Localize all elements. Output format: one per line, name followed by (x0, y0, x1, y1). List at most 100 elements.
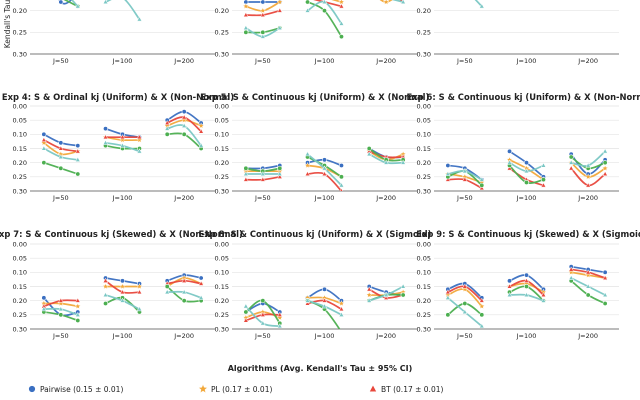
data-point-circle (479, 312, 485, 318)
data-point-circle (479, 182, 485, 188)
data-point-circle (243, 165, 249, 171)
series-line (474, 0, 483, 8)
data-point-circle (181, 131, 187, 137)
x-tick-label: J=100 (112, 57, 133, 65)
data-point-star (197, 122, 205, 129)
data-point-triangle (58, 145, 64, 151)
data-point-triangle (585, 182, 591, 188)
y-tick-label: 0.00 (215, 102, 229, 110)
data-point-triangle (41, 136, 47, 143)
data-point-triangle (445, 294, 451, 300)
data-point-circle (321, 8, 327, 14)
data-point-triangle (243, 303, 249, 309)
data-point-circle (181, 298, 187, 304)
data-point-triangle (75, 148, 81, 154)
data-point-circle (41, 131, 47, 137)
data-point-triangle (304, 170, 311, 177)
data-point-triangle (260, 320, 266, 326)
data-point-triangle (136, 289, 143, 295)
y-tick-label: 0.00 (215, 240, 229, 248)
data-point-circle (585, 292, 591, 298)
x-tick-label: J=200 (577, 332, 598, 340)
data-point-circle (523, 180, 529, 186)
y-tick-label: 0.30 (215, 187, 229, 195)
y-tick-label: 0.25 (417, 311, 431, 319)
data-point-star (601, 164, 609, 172)
panel-title: Exp 9: S & Continuous kj (Skewed) & X (S… (416, 229, 640, 239)
data-point-circle (523, 272, 529, 278)
data-point-triangle (260, 311, 266, 317)
y-tick-label: 0.10 (417, 269, 431, 277)
data-point-star (242, 2, 250, 10)
data-point-triangle (462, 308, 468, 315)
data-point-triangle (102, 134, 109, 140)
data-point-triangle (304, 151, 311, 157)
x-tick-label: J=50 (52, 194, 69, 202)
data-point-triangle (540, 162, 547, 168)
x-tick-label: J=200 (173, 194, 194, 202)
data-point-triangle (75, 3, 81, 9)
data-point-circle (462, 300, 468, 306)
data-point-triangle (243, 11, 249, 18)
data-point-triangle (260, 33, 266, 39)
data-point-star (198, 383, 208, 394)
data-point-circle (260, 298, 266, 304)
data-point-circle (198, 275, 204, 281)
data-point-triangle (602, 291, 608, 298)
data-point-triangle (75, 311, 81, 317)
data-point-circle (75, 171, 81, 177)
data-point-triangle (260, 176, 266, 182)
data-point-circle (28, 385, 36, 393)
data-point-triangle (58, 306, 64, 312)
y-tick-label: 0.30 (215, 50, 229, 58)
data-point-triangle (164, 289, 170, 295)
data-point-circle (523, 160, 529, 166)
y-tick-label: 0.15 (13, 145, 27, 153)
panel-title: Exp 5: S & Continuous kj (Uniform) & X (… (201, 92, 430, 102)
data-point-circle (243, 29, 249, 35)
data-point-triangle (198, 294, 204, 300)
data-point-circle (120, 278, 126, 284)
data-point-triangle (164, 119, 170, 126)
data-point-triangle (602, 274, 608, 281)
data-point-triangle (445, 170, 451, 177)
data-point-triangle (181, 289, 187, 295)
series-group (242, 283, 407, 334)
data-point-triangle (462, 283, 468, 289)
data-point-triangle (198, 142, 204, 148)
data-point-triangle (277, 311, 283, 317)
x-tick-label: J=50 (456, 57, 473, 65)
series-group (444, 264, 609, 329)
y-tick-label: 0.20 (417, 297, 431, 305)
data-point-triangle (243, 170, 249, 177)
y-tick-label: 0.30 (417, 325, 431, 333)
x-tick-label: J=50 (254, 194, 271, 202)
data-point-triangle (400, 0, 406, 5)
series-line (63, 0, 79, 8)
panel-5: 0.00 0.05 0.10 0.15 0.20 0.25 0.30 J=50 J=100 J=2… (201, 92, 430, 202)
data-point-circle (58, 165, 64, 171)
y-tick-label: 0.05 (215, 116, 229, 124)
data-point-circle (507, 278, 513, 284)
data-point-star (304, 162, 311, 169)
data-point-circle (58, 0, 64, 5)
data-point-triangle (164, 125, 170, 131)
data-point-triangle (339, 187, 344, 191)
data-point-triangle (304, 7, 311, 13)
data-point-triangle (181, 122, 187, 128)
data-point-circle (338, 34, 344, 40)
y-tick-label: 0.25 (215, 29, 229, 37)
y-tick-label: 0.05 (417, 254, 431, 262)
data-point-triangle (243, 317, 249, 323)
y-tick-label: 0.30 (215, 325, 229, 333)
data-point-star (478, 302, 486, 310)
data-point-triangle (445, 289, 451, 295)
data-point-triangle (102, 291, 109, 298)
y-tick-label: 0.05 (417, 116, 431, 124)
x-tick-label: J=50 (456, 194, 473, 202)
data-point-circle (507, 148, 513, 154)
data-point-circle (339, 330, 343, 334)
data-point-triangle (506, 283, 513, 289)
data-point-circle (568, 154, 574, 160)
data-point-circle (103, 126, 109, 132)
